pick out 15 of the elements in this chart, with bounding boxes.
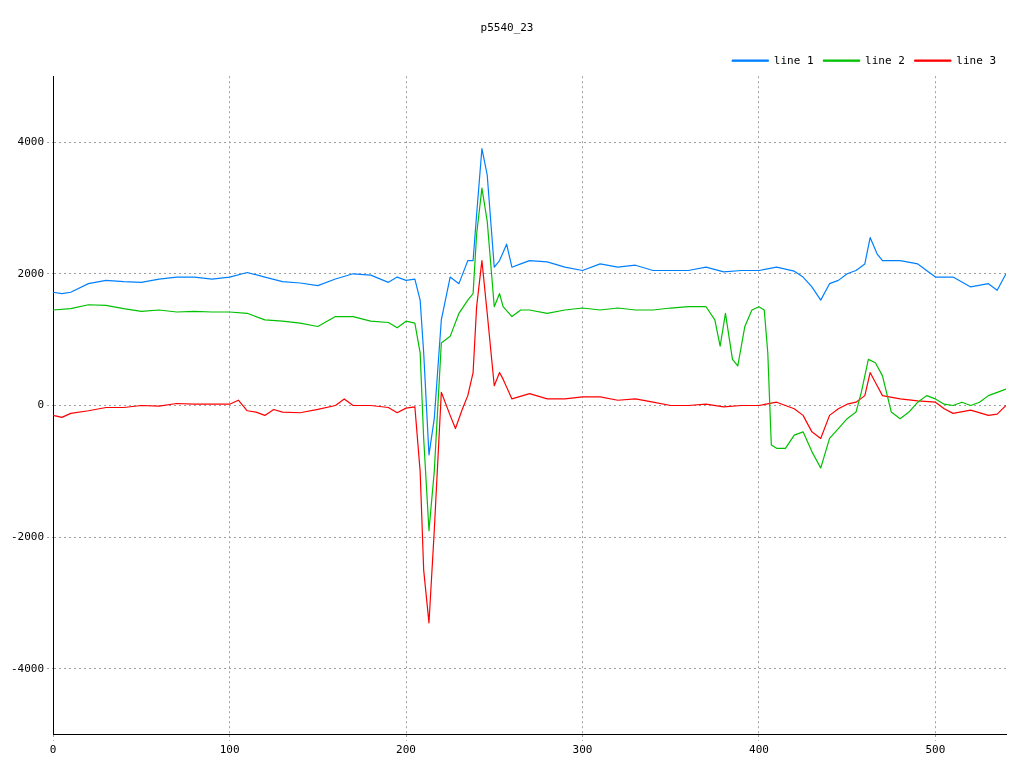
x-tick-label: 200	[396, 743, 416, 757]
legend-label: line 2	[865, 53, 905, 67]
x-tick-label: 400	[749, 743, 769, 757]
legend-label: line 1	[773, 53, 814, 67]
x-tick-label: 100	[219, 743, 240, 757]
y-tick-label: 4000	[17, 134, 45, 148]
x-tick-label: 500	[925, 743, 946, 757]
x-tick-label: 300	[572, 743, 593, 757]
y-tick-label: 2000	[17, 266, 45, 280]
chart-title: p5540_23	[480, 21, 534, 35]
y-tick-label: -2000	[10, 530, 45, 544]
y-tick-label: -4000	[10, 661, 45, 675]
x-tick-label: 0	[49, 743, 57, 757]
legend-label: line 3	[956, 53, 997, 67]
y-tick-label: 0	[37, 398, 45, 412]
